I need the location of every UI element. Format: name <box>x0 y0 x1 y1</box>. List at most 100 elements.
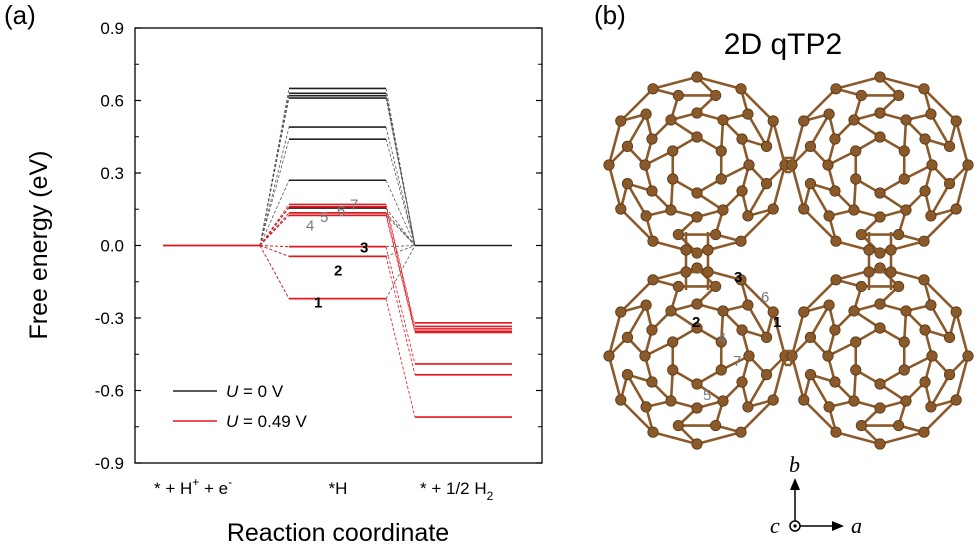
bond <box>626 113 648 148</box>
atom <box>874 322 886 334</box>
atom <box>950 306 962 318</box>
atom <box>848 305 860 317</box>
bond <box>619 208 654 243</box>
bridge-bond <box>781 157 787 173</box>
bond <box>929 304 951 339</box>
atom <box>918 426 930 438</box>
atom <box>735 83 747 95</box>
atom <box>646 376 658 388</box>
connector-u049-right <box>385 246 416 365</box>
atom <box>760 140 773 152</box>
bond <box>696 430 742 446</box>
bond <box>607 355 623 401</box>
bond <box>696 75 742 91</box>
bond <box>607 311 623 357</box>
atom <box>672 419 684 432</box>
site-annotation-3: 3 <box>360 240 368 257</box>
y-tick-label: -0.6 <box>95 382 124 401</box>
connector-u049-left <box>259 245 290 248</box>
atom <box>893 89 905 102</box>
bond <box>954 164 970 210</box>
structure-site-label-3: 3 <box>734 269 742 286</box>
atom <box>829 324 841 336</box>
connector-u049-right <box>385 215 416 333</box>
atom <box>830 274 842 286</box>
atom <box>640 108 652 120</box>
structure-panel: 2D qTP2 3 6 2 1 47 5 b c a <box>603 28 974 538</box>
bond <box>923 87 958 122</box>
atom <box>672 280 684 293</box>
atom <box>900 204 912 216</box>
bond <box>771 355 787 401</box>
structure-site-label-6: 6 <box>761 289 769 306</box>
bond <box>802 87 837 122</box>
bond <box>626 182 648 217</box>
atom <box>742 108 754 120</box>
b-axis-arrowhead <box>790 478 800 490</box>
bond <box>929 113 951 148</box>
atom <box>715 364 727 376</box>
bond <box>790 120 806 166</box>
bond <box>746 373 768 408</box>
atom <box>665 204 677 216</box>
bond <box>954 311 970 357</box>
atom <box>804 140 817 152</box>
bond <box>790 355 806 401</box>
atom <box>874 187 886 199</box>
atom <box>850 364 862 376</box>
atom <box>715 145 727 157</box>
atom <box>874 438 886 450</box>
atom <box>823 210 835 222</box>
atom <box>767 203 779 215</box>
atom <box>874 107 886 119</box>
atom <box>926 159 938 171</box>
atom <box>640 299 652 311</box>
atom <box>962 159 974 171</box>
atom <box>742 401 754 413</box>
a-axis-arrowhead <box>832 521 844 531</box>
connector-u049-left <box>259 206 290 246</box>
atom <box>736 185 748 197</box>
atom <box>639 350 651 362</box>
atom <box>900 395 912 407</box>
connector-u0-right <box>385 88 416 246</box>
atom <box>667 336 679 348</box>
atom <box>667 173 679 185</box>
atom <box>830 235 842 247</box>
atom <box>691 131 703 143</box>
bridge-atom <box>863 244 875 256</box>
bridge-atom <box>702 244 714 256</box>
structure-site-label-4: 4 <box>718 330 726 347</box>
atom <box>822 350 834 362</box>
atom <box>925 299 937 311</box>
bond <box>802 399 837 434</box>
atom <box>893 228 905 241</box>
x-axis-title: Reaction coordinate <box>227 519 449 547</box>
energy-levels <box>163 87 512 418</box>
atom <box>760 331 773 343</box>
atom <box>615 115 627 127</box>
bond <box>652 430 698 446</box>
atom <box>848 395 860 407</box>
atom <box>691 378 703 390</box>
atom <box>798 394 810 406</box>
bond <box>809 304 831 339</box>
connector-u0-left <box>259 139 290 246</box>
atom <box>640 210 652 222</box>
atom <box>767 306 779 318</box>
connector-u0-right <box>385 245 416 248</box>
atom <box>898 145 910 157</box>
atom <box>603 350 615 362</box>
fullerene-cage-3 <box>603 262 791 450</box>
atom <box>691 71 703 83</box>
atom <box>926 350 938 362</box>
site-annotations: 12 3 4 5 6 7 <box>306 196 368 311</box>
atom <box>925 108 937 120</box>
bond <box>740 399 775 434</box>
panel-label-a: (a) <box>4 0 36 30</box>
structure-site-label-1: 1 <box>773 314 781 331</box>
connector-u0-right <box>385 245 416 257</box>
site-annotation-7: 7 <box>350 196 358 213</box>
y-ticks: 0.9 0.6 0.3 0.0 -0.3 -0.6 -0.9 <box>95 19 542 473</box>
